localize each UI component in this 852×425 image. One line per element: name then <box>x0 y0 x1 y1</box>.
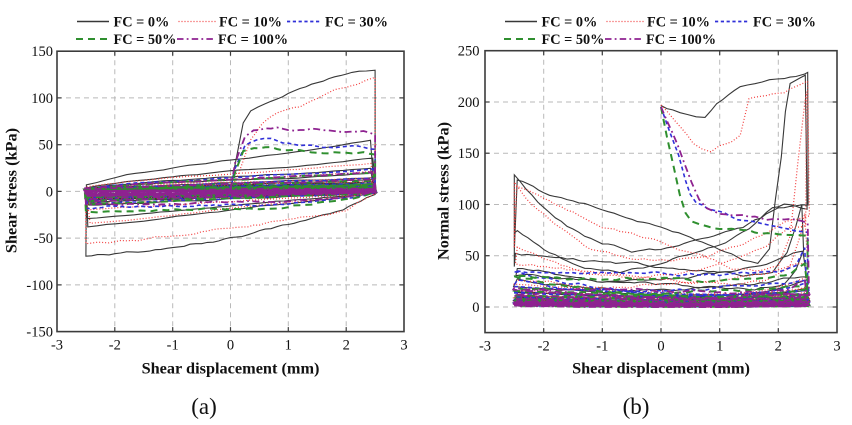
svg-text:-2: -2 <box>109 338 121 354</box>
svg-text:Normal stress (kPa): Normal stress (kPa) <box>434 122 453 260</box>
svg-text:50: 50 <box>39 138 54 154</box>
svg-text:FC = 100%: FC = 100% <box>218 32 288 48</box>
svg-text:0: 0 <box>46 184 53 200</box>
svg-text:150: 150 <box>31 44 53 60</box>
svg-text:FC = 30%: FC = 30% <box>753 14 816 30</box>
svg-text:-3: -3 <box>479 339 491 355</box>
svg-text:Shear stress (kPa): Shear stress (kPa) <box>2 128 21 253</box>
svg-text:FC = 0%: FC = 0% <box>542 14 598 30</box>
svg-text:1: 1 <box>285 338 292 354</box>
svg-text:100: 100 <box>31 91 53 107</box>
svg-text:2: 2 <box>775 339 782 355</box>
svg-text:-2: -2 <box>538 339 550 355</box>
svg-text:-1: -1 <box>596 339 608 355</box>
svg-text:50: 50 <box>465 249 480 265</box>
svg-text:250: 250 <box>458 44 480 60</box>
svg-text:FC = 50%: FC = 50% <box>542 32 605 48</box>
svg-text:-3: -3 <box>51 338 63 354</box>
svg-text:1: 1 <box>716 339 723 355</box>
svg-text:FC = 10%: FC = 10% <box>219 14 282 30</box>
svg-text:200: 200 <box>458 95 480 111</box>
svg-text:0: 0 <box>657 339 664 355</box>
svg-text:(a): (a) <box>191 394 217 419</box>
svg-text:-100: -100 <box>26 278 53 294</box>
svg-text:Shear displacement (mm): Shear displacement (mm) <box>142 359 320 378</box>
svg-text:0: 0 <box>472 300 479 316</box>
svg-text:FC = 10%: FC = 10% <box>647 14 710 30</box>
svg-text:(b): (b) <box>623 394 650 419</box>
svg-text:FC = 50%: FC = 50% <box>114 32 177 48</box>
svg-text:150: 150 <box>458 146 480 162</box>
svg-text:FC = 0%: FC = 0% <box>114 14 170 30</box>
svg-text:100: 100 <box>458 198 480 214</box>
svg-text:FC = 30%: FC = 30% <box>325 14 388 30</box>
svg-text:3: 3 <box>833 339 840 355</box>
svg-text:0: 0 <box>227 338 234 354</box>
svg-text:Shear displacement (mm): Shear displacement (mm) <box>572 359 750 378</box>
svg-text:3: 3 <box>400 338 407 354</box>
svg-text:-150: -150 <box>26 325 53 341</box>
svg-text:2: 2 <box>343 338 350 354</box>
svg-text:FC = 100%: FC = 100% <box>646 32 716 48</box>
svg-text:-1: -1 <box>167 338 179 354</box>
svg-text:-50: -50 <box>34 231 53 247</box>
